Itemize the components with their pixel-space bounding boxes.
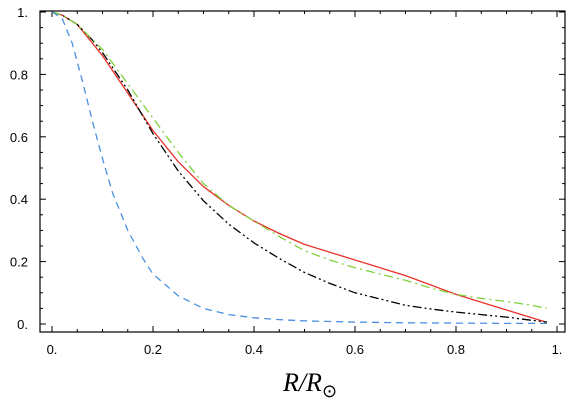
series-line-4 [51,11,547,325]
x-tick-label: 1. [552,342,563,357]
axis-tick-labels: 0. 0.2 0.4 0.6 0.8 1. 0. 0.2 0.4 0.6 0.8 1. [10,5,563,357]
x-tick-label: 0.2 [144,342,162,357]
axis-ticks [40,11,565,332]
x-axis-title: R/R⊙ [282,368,337,401]
x-axis-title-sub: ⊙ [322,381,337,401]
y-tick-label: 0.2 [10,255,28,270]
x-tick-label: 0. [47,342,58,357]
y-tick-label: 0.8 [10,67,28,82]
y-tick-label: 1. [17,5,28,20]
series-line-3 [51,11,548,310]
y-tick-label: 0.4 [10,192,28,207]
x-tick-label: 0.4 [245,342,263,357]
x-tick-label: 0.8 [447,342,465,357]
y-tick-label: 0. [17,317,28,332]
plot-frame [39,10,566,333]
series-line-2 [51,11,547,323]
series-line-1 [51,11,548,324]
x-tick-label: 0.6 [346,342,364,357]
series-lines [51,11,548,325]
y-tick-label: 0.6 [10,130,28,145]
